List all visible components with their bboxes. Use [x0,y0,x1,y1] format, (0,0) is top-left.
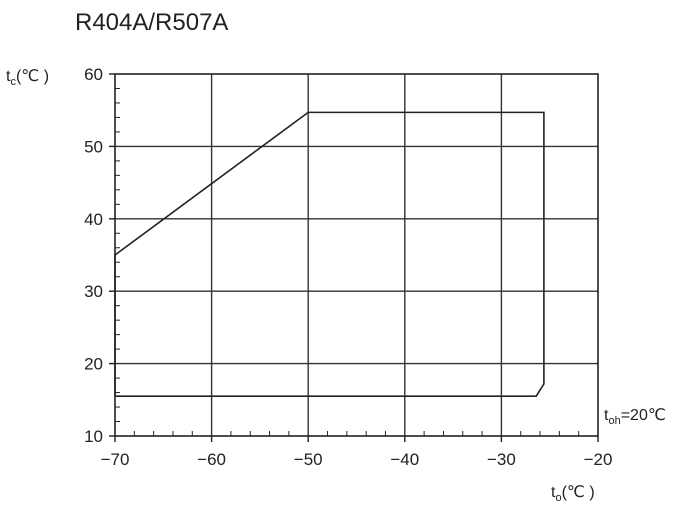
y-tick-label-3: 40 [84,210,103,229]
y-tick-label-4: 50 [84,137,103,156]
annotation-main: t [604,407,609,424]
x-tick-label-0: −70 [101,450,130,469]
series-layer [114,111,545,397]
envelope-line-0 [114,111,545,397]
x-tick-label-1: −60 [197,450,226,469]
y-axis-label-subscript: c [10,76,16,88]
y-tick-label-2: 30 [84,282,103,301]
annotation-rest: =20℃ [621,407,666,424]
tick-label-layer: 10 20 30 40 50 60 −70 −60 −50 −40 −30 −20 [84,65,612,469]
x-axis-label-subscript: o [555,492,561,504]
y-axis-label-main: t [6,68,11,85]
chart-title: R404A/R507A [75,9,228,36]
plot-frame [114,73,599,437]
y-tick-label-1: 20 [84,355,103,374]
annotation-subscript: oh [608,415,620,427]
grid-layer [115,74,598,436]
y-tick-label-0: 10 [84,427,103,446]
x-tick-label-5: −20 [584,450,613,469]
x-axis-label-unit: (℃ ) [562,484,595,501]
y-axis-label: tc(℃ ) [6,68,49,88]
x-axis-label: to(℃ ) [551,484,595,504]
y-axis-label-unit: (℃ ) [16,68,49,85]
axis-layer [109,73,599,442]
x-axis-label-main: t [551,484,556,501]
x-tick-label-4: −30 [487,450,516,469]
x-tick-label-3: −40 [390,450,419,469]
superheat-annotation: toh=20℃ [604,407,666,427]
x-tick-label-2: −50 [294,450,323,469]
y-tick-label-5: 60 [84,65,103,84]
